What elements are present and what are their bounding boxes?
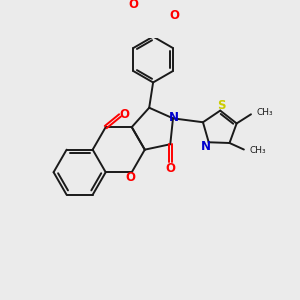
Text: O: O: [120, 108, 130, 121]
Text: N: N: [201, 140, 211, 154]
Text: O: O: [128, 0, 138, 11]
Text: S: S: [217, 99, 226, 112]
Text: N: N: [169, 110, 179, 124]
Text: CH₃: CH₃: [257, 109, 273, 118]
Text: CH₃: CH₃: [250, 146, 266, 155]
Text: O: O: [125, 172, 136, 184]
Text: O: O: [165, 162, 175, 175]
Text: O: O: [170, 9, 180, 22]
